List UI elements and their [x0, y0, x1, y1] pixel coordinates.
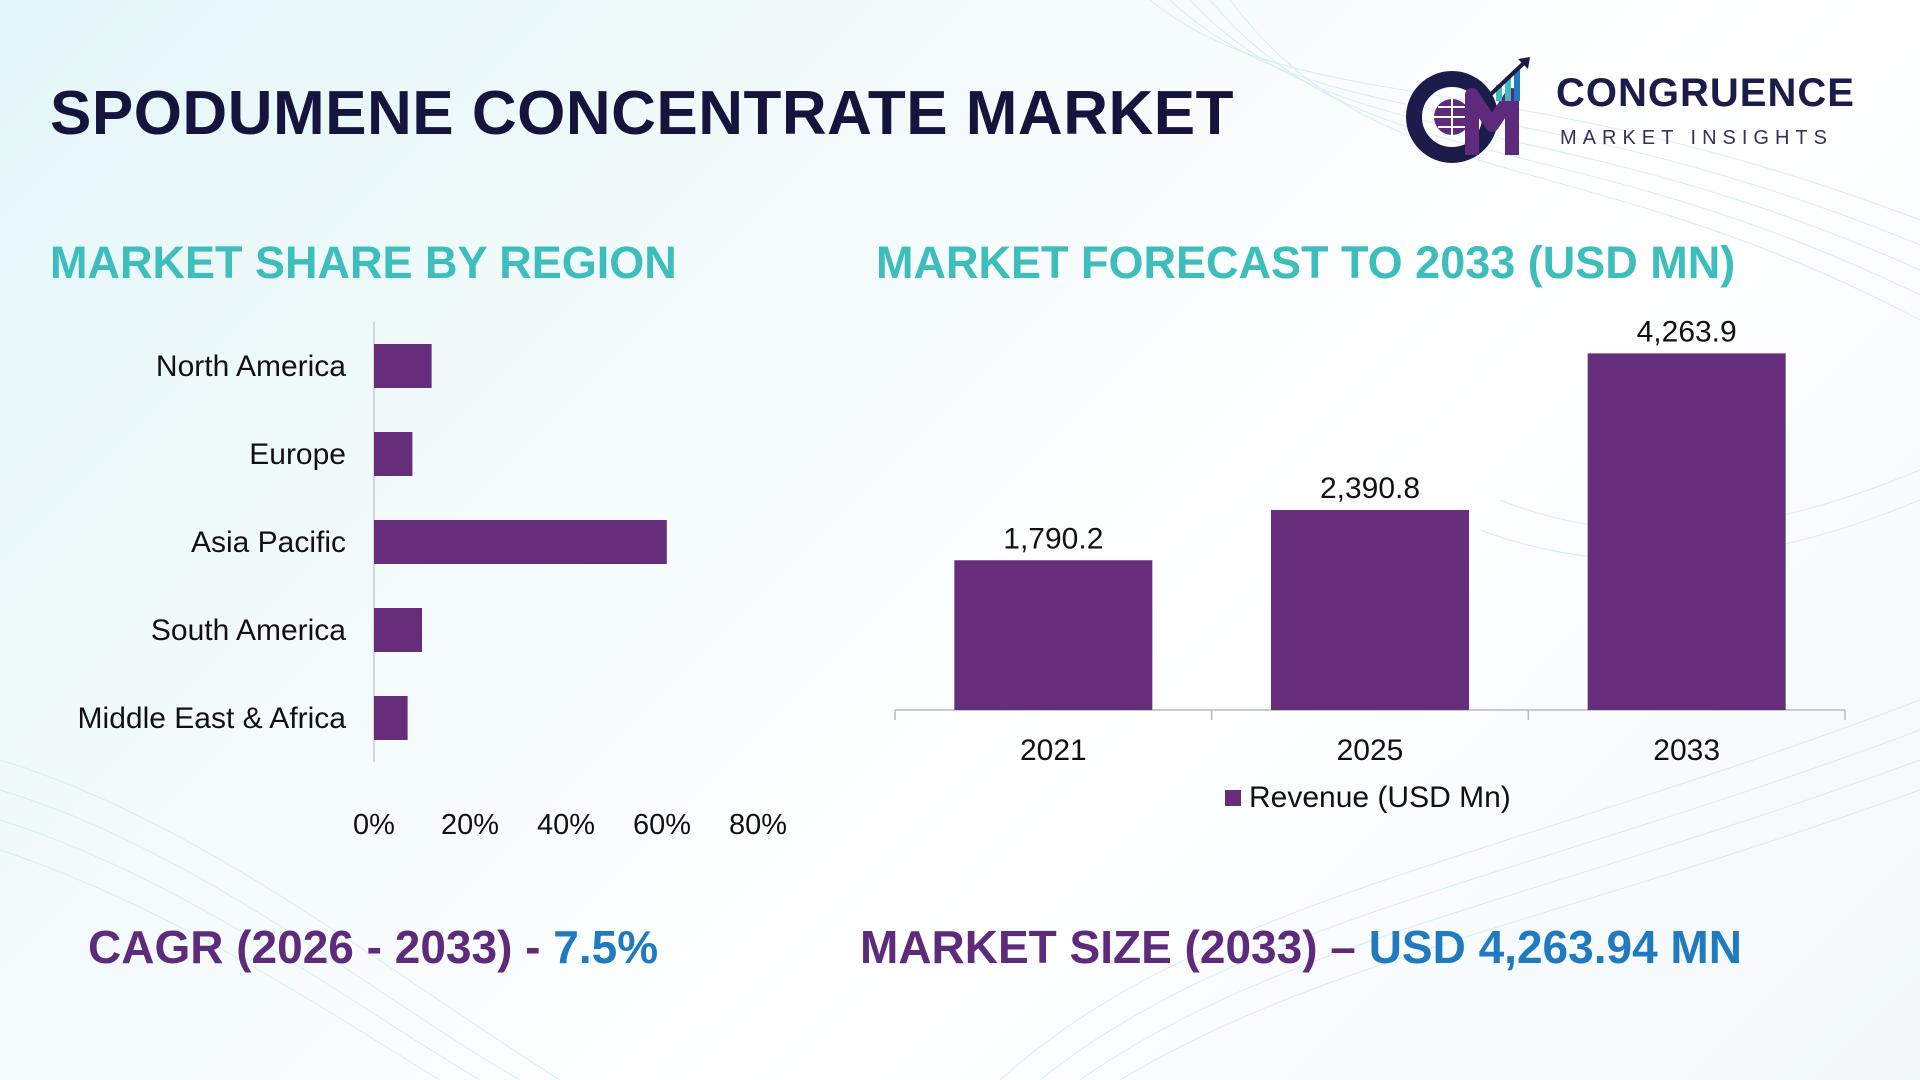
market-size-kpi: MARKET SIZE (2033) – USD 4,263.94 MN — [860, 920, 1742, 974]
forecast-bar — [1271, 510, 1469, 710]
logo-tagline: MARKET INSIGHTS — [1560, 127, 1833, 149]
forecast-category-label: 2021 — [1020, 734, 1087, 767]
cagr-kpi: CAGR (2026 - 2033) - 7.5% — [88, 920, 658, 974]
forecast-data-label: 1,790.2 — [1003, 522, 1103, 555]
logo-mark-icon — [1406, 57, 1530, 163]
region-chart-title: MARKET SHARE BY REGION — [50, 237, 677, 288]
legend-swatch — [1225, 790, 1241, 806]
region-tick-label: 60% — [633, 809, 691, 840]
region-category-label: South America — [151, 614, 346, 647]
region-share-chart: North America Europe Asia Pacific South Ame… — [78, 322, 787, 840]
forecast-category-label: 2033 — [1653, 734, 1720, 767]
region-category-label: Europe — [249, 438, 346, 471]
market-size-label: MARKET SIZE (2033) – — [860, 921, 1369, 973]
region-bar — [374, 344, 432, 388]
forecast-bar — [1587, 353, 1786, 710]
region-tick-label: 0% — [353, 809, 395, 840]
forecast-data-label: 4,263.9 — [1637, 315, 1737, 348]
region-bar — [374, 432, 413, 476]
forecast-data-label: 2,390.8 — [1320, 472, 1420, 505]
region-bar — [374, 696, 408, 740]
region-category-label: North America — [156, 350, 346, 383]
company-logo: CONGRUENCE MARKET INSIGHTS — [1400, 55, 1880, 165]
region-category-label: Middle East & Africa — [78, 702, 347, 735]
logo-name: CONGRUENCE — [1556, 71, 1855, 115]
region-category-label: Asia Pacific — [191, 526, 346, 559]
forecast-category-label: 2025 — [1337, 734, 1404, 767]
region-tick-label: 40% — [537, 809, 595, 840]
cagr-label: CAGR (2026 - 2033) - — [88, 921, 554, 973]
region-bar — [374, 520, 667, 564]
page-title: SPODUMENE CONCENTRATE MARKET — [50, 79, 1234, 148]
region-tick-label: 80% — [729, 809, 787, 840]
legend-label: Revenue (USD Mn) — [1249, 781, 1511, 814]
forecast-chart: 1,790.2 2021 2,390.8 2025 4,263.9 2033 Revenue… — [894, 315, 1846, 814]
forecast-chart-title: MARKET FORECAST TO 2033 (USD MN) — [876, 237, 1736, 288]
region-bar — [374, 608, 422, 652]
cagr-value: 7.5% — [553, 921, 659, 973]
forecast-bar — [954, 560, 1153, 710]
market-size-value: USD 4,263.94 MN — [1368, 921, 1742, 973]
region-tick-label: 20% — [441, 809, 499, 840]
